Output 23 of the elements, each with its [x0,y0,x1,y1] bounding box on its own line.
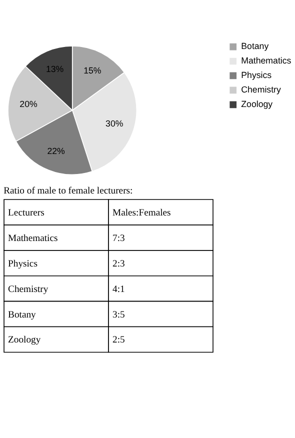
text: 7:3 [112,232,126,244]
data-label: 22% [47,146,66,156]
data-label: 13% [46,64,64,74]
text: 3:5 [112,309,126,320]
text: Lecturers [8,207,45,218]
legend-label: Chemistry [241,84,282,95]
legend-label: Zoology [241,99,274,110]
data-label: 20% [20,99,38,110]
text: Chemistry [8,284,48,295]
legend-label: Physics [241,70,272,80]
text: 4:1 [112,284,126,295]
text: Botany [8,309,36,320]
text: 2:5 [112,334,126,346]
data-label: 15% [84,65,102,76]
text: Physics [8,258,38,270]
data-label: 30% [106,118,124,128]
text: Mathematics [8,232,58,244]
text: Ratio of male to female lecturers: [4,185,133,196]
text: Males:Females [112,207,172,218]
text: Zoology [8,334,41,346]
text: 2:3 [112,258,126,270]
legend-label: Mathematics [241,56,292,66]
legend-label: Botany [241,41,270,52]
